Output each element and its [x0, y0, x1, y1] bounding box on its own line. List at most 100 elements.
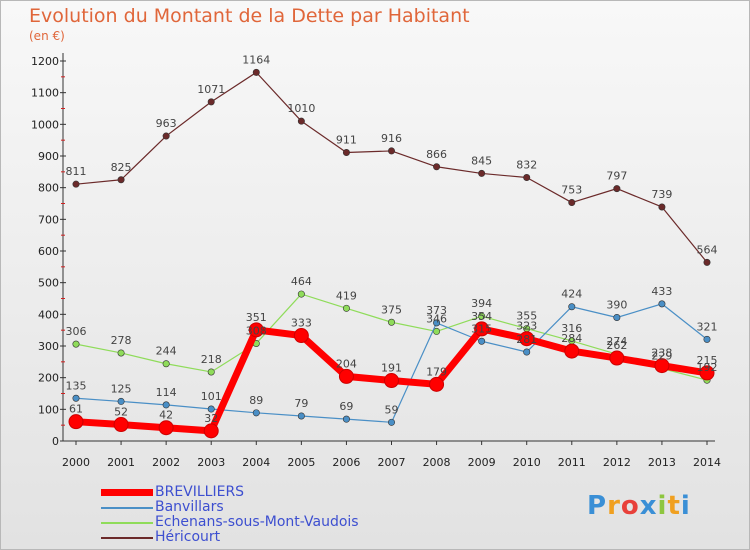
data-label: 316: [561, 322, 582, 335]
data-point: [654, 358, 670, 374]
y-tick-label: 800: [38, 182, 59, 195]
data-point: [478, 312, 486, 320]
data-point: [342, 304, 350, 312]
data-label: 274: [606, 335, 627, 348]
data-label: 204: [336, 357, 357, 370]
legend-swatch: [101, 506, 153, 509]
data-point: [433, 163, 441, 171]
data-point: [72, 180, 80, 188]
data-point: [162, 360, 170, 368]
data-label: 739: [651, 188, 672, 201]
legend-label: BREVILLIERS: [155, 484, 245, 500]
data-label: 89: [249, 394, 263, 407]
data-point: [609, 350, 625, 366]
chart-title: Evolution du Montant de la Dette par Hab…: [29, 5, 470, 27]
data-label: 333: [291, 317, 312, 330]
data-point: [162, 401, 170, 409]
data-label: 419: [336, 289, 357, 302]
data-label: 101: [201, 390, 222, 403]
data-point: [252, 68, 260, 76]
proxiti-logo: Proxiti: [587, 491, 691, 521]
data-point: [474, 321, 490, 337]
data-label: 373: [426, 304, 447, 317]
data-point: [613, 313, 621, 321]
data-point: [699, 365, 715, 381]
data-label: 306: [66, 325, 87, 338]
logo-letter: x: [639, 491, 658, 521]
data-labels-layer: 61 52 42 32 351 333 204 191 179 354 323 284 262 238 21…: [66, 53, 718, 424]
logo-letter: i: [680, 491, 691, 521]
y-tick-label: 300: [38, 340, 59, 353]
data-point: [519, 331, 535, 347]
logo-letter: P: [587, 491, 608, 521]
data-point: [72, 340, 80, 348]
y-tick-label: 0: [52, 435, 59, 448]
x-tick-label: 2001: [107, 456, 135, 469]
data-label: 179: [426, 365, 447, 378]
data-point: [113, 417, 129, 433]
x-tick-label: 2004: [242, 456, 270, 469]
data-label: 811: [66, 165, 87, 178]
data-label: 375: [381, 303, 402, 316]
data-label: 911: [336, 134, 357, 147]
data-point: [342, 415, 350, 423]
data-point: [387, 147, 395, 155]
x-tick-label: 2005: [287, 456, 315, 469]
data-label: 323: [516, 320, 537, 333]
data-point: [338, 368, 354, 384]
data-label: 433: [651, 285, 672, 298]
data-label: 424: [561, 288, 582, 301]
data-point: [117, 176, 125, 184]
data-label: 916: [381, 132, 402, 145]
data-point: [429, 376, 445, 392]
data-label: 262: [606, 339, 627, 352]
legend-item: Héricourt: [101, 530, 359, 545]
data-label: 278: [111, 334, 132, 347]
x-tick-label: 2014: [693, 456, 721, 469]
legend-label: Banvillars: [155, 499, 224, 515]
data-point: [433, 319, 441, 327]
logo-letter: r: [607, 491, 621, 521]
legend-item: Echenans-sous-Mont-Vaudois: [101, 515, 359, 530]
data-point: [207, 98, 215, 106]
data-label: 797: [606, 170, 627, 183]
x-tick-label: 2007: [378, 456, 406, 469]
logo-letter: t: [667, 491, 681, 521]
data-point: [297, 117, 305, 125]
legend-label: Echenans-sous-Mont-Vaudois: [155, 514, 359, 530]
data-label: 866: [426, 148, 447, 161]
y-tick-label: 1200: [31, 55, 59, 68]
x-tick-label: 2011: [558, 456, 586, 469]
data-point: [117, 349, 125, 357]
data-label: 390: [606, 299, 627, 312]
data-label: 215: [697, 354, 718, 367]
data-label: 229: [651, 349, 672, 362]
data-point: [252, 409, 260, 417]
data-label: 42: [159, 409, 173, 422]
data-point: [72, 394, 80, 402]
data-label: 321: [697, 320, 718, 333]
x-tick-label: 2003: [197, 456, 225, 469]
data-point: [523, 174, 531, 182]
x-tick-label: 2006: [332, 456, 360, 469]
legend-swatch: [101, 536, 153, 539]
data-point: [68, 414, 84, 430]
data-label: 346: [426, 312, 447, 325]
y-tick-label: 600: [38, 245, 59, 258]
data-label: 308: [246, 324, 267, 337]
data-point: [703, 335, 711, 343]
data-label: 284: [561, 332, 582, 345]
data-label: 355: [516, 310, 537, 323]
data-point: [568, 199, 576, 207]
data-point: [297, 290, 305, 298]
data-label: 315: [471, 322, 492, 335]
logo-letter: o: [620, 491, 640, 521]
data-point: [564, 343, 580, 359]
data-point: [207, 405, 215, 413]
data-label: 963: [156, 117, 177, 130]
data-label: 825: [111, 161, 132, 174]
data-label: 832: [516, 159, 537, 172]
data-label: 354: [471, 310, 492, 323]
data-point: [162, 132, 170, 140]
